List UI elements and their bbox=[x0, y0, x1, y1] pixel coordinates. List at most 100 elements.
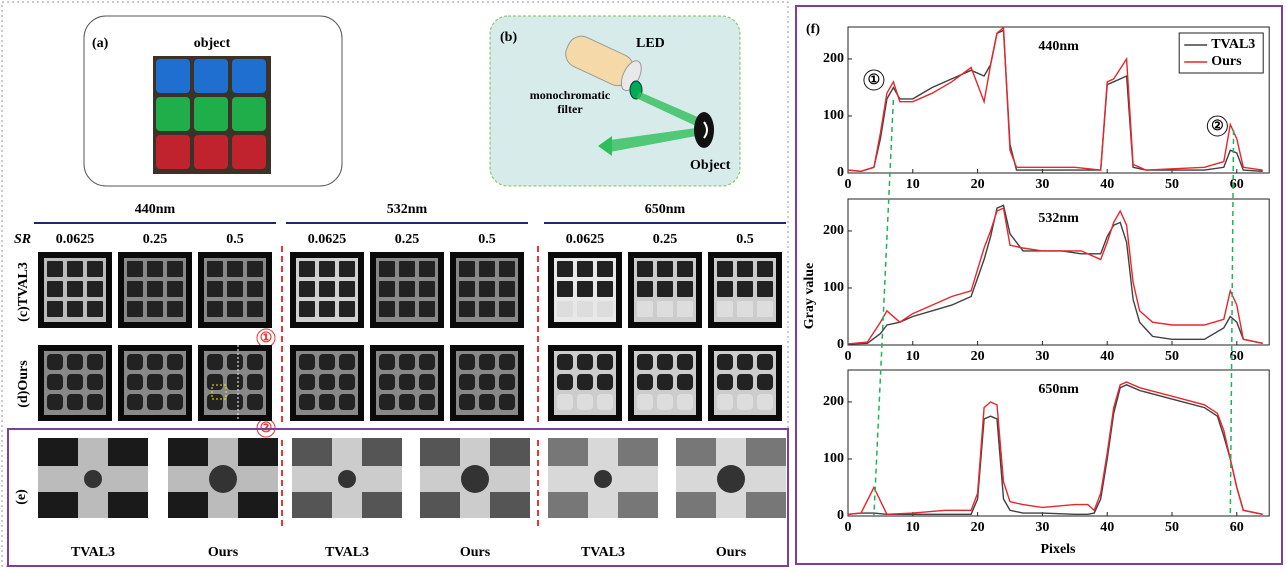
image-cell bbox=[717, 374, 733, 390]
zoom-center bbox=[717, 465, 745, 493]
reconstruction-image bbox=[38, 252, 112, 328]
image-cell bbox=[339, 261, 355, 277]
image-cell bbox=[167, 261, 183, 277]
image-cell bbox=[557, 374, 573, 390]
image-cell bbox=[479, 261, 495, 277]
image-cell bbox=[479, 374, 495, 390]
image-cell bbox=[127, 354, 143, 370]
wavelength-label: 650nm bbox=[645, 202, 686, 217]
image-cell bbox=[419, 394, 435, 410]
zoom-caption: Ours bbox=[208, 545, 239, 560]
image-cell bbox=[459, 301, 475, 317]
sr-value: 0.25 bbox=[143, 232, 168, 247]
image-cell bbox=[557, 394, 573, 410]
sr-value: 0.5 bbox=[226, 232, 244, 247]
image-cell bbox=[737, 261, 753, 277]
image-cell bbox=[167, 394, 183, 410]
image-cell bbox=[637, 281, 653, 297]
sr-value: 0.5 bbox=[736, 232, 754, 247]
sticker bbox=[194, 59, 228, 93]
legend-label: Ours bbox=[1211, 54, 1242, 69]
image-cell bbox=[677, 374, 693, 390]
image-cell bbox=[67, 261, 83, 277]
image-cell bbox=[379, 301, 395, 317]
image-cell bbox=[419, 281, 435, 297]
image-cell bbox=[207, 281, 223, 297]
zoom-center bbox=[461, 465, 489, 493]
image-cell bbox=[717, 394, 733, 410]
image-cell bbox=[339, 301, 355, 317]
image-cell bbox=[637, 394, 653, 410]
charts: 01020304050600100200440nmTVAL3Ours010203… bbox=[823, 27, 1269, 535]
zoom-caption: TVAL3 bbox=[325, 545, 369, 560]
x-tick-label: 30 bbox=[1035, 349, 1049, 364]
chart-title: 650nm bbox=[1038, 382, 1079, 397]
image-cell bbox=[737, 281, 753, 297]
image-cell bbox=[717, 281, 733, 297]
x-tick-label: 60 bbox=[1230, 520, 1244, 535]
x-tick-label: 60 bbox=[1230, 177, 1244, 192]
image-cell bbox=[47, 301, 63, 317]
image-cell bbox=[677, 261, 693, 277]
image-cell bbox=[717, 301, 733, 317]
image-cell bbox=[299, 354, 315, 370]
image-cell bbox=[499, 394, 515, 410]
image-cell bbox=[499, 261, 515, 277]
image-cell bbox=[399, 394, 415, 410]
image-cell bbox=[227, 281, 243, 297]
image-cell bbox=[339, 354, 355, 370]
reconstruction-image bbox=[450, 252, 524, 328]
image-cell bbox=[479, 281, 495, 297]
image-cell bbox=[577, 301, 593, 317]
image-cell bbox=[147, 281, 163, 297]
panel-label: (e) bbox=[14, 489, 29, 505]
image-cell bbox=[227, 261, 243, 277]
sticker bbox=[156, 135, 190, 169]
image-cell bbox=[47, 261, 63, 277]
image-cell bbox=[737, 394, 753, 410]
legend-label: TVAL3 bbox=[1211, 37, 1255, 52]
image-cell bbox=[479, 354, 495, 370]
image-cell bbox=[47, 354, 63, 370]
cube-image bbox=[153, 56, 271, 174]
filter-label: monochromatic filter bbox=[520, 88, 620, 116]
x-tick-label: 50 bbox=[1165, 349, 1179, 364]
image-cell bbox=[737, 301, 753, 317]
x-tick-label: 40 bbox=[1100, 520, 1114, 535]
image-cell bbox=[339, 374, 355, 390]
x-tick-label: 0 bbox=[845, 349, 852, 364]
object-label: Object bbox=[690, 158, 731, 173]
sticker bbox=[232, 97, 266, 131]
image-cell bbox=[299, 301, 315, 317]
reconstruction-image bbox=[708, 345, 782, 421]
image-cell bbox=[577, 374, 593, 390]
y-tick-label: 200 bbox=[823, 51, 844, 66]
image-cell bbox=[657, 301, 673, 317]
zoom-image bbox=[548, 438, 658, 518]
image-cell bbox=[737, 374, 753, 390]
image-cell bbox=[339, 281, 355, 297]
image-cell bbox=[47, 281, 63, 297]
zoom-center bbox=[338, 470, 356, 488]
marker: ① bbox=[260, 331, 273, 346]
sticker bbox=[232, 59, 266, 93]
image-cell bbox=[597, 354, 613, 370]
panel-label: (b) bbox=[500, 30, 517, 45]
image-cell bbox=[499, 281, 515, 297]
marker: ① bbox=[868, 73, 881, 88]
image-cell bbox=[247, 394, 263, 410]
image-cell bbox=[67, 301, 83, 317]
image-cell bbox=[657, 394, 673, 410]
image-cell bbox=[87, 301, 103, 317]
y-tick-label: 0 bbox=[837, 508, 844, 523]
image-cell bbox=[499, 301, 515, 317]
image-cell bbox=[47, 394, 63, 410]
zoom-caption: TVAL3 bbox=[71, 545, 115, 560]
image-cell bbox=[657, 261, 673, 277]
image-cell bbox=[557, 301, 573, 317]
image-cell bbox=[227, 354, 243, 370]
image-cell bbox=[299, 374, 315, 390]
image-cell bbox=[419, 374, 435, 390]
image-cell bbox=[657, 281, 673, 297]
image-cell bbox=[499, 374, 515, 390]
